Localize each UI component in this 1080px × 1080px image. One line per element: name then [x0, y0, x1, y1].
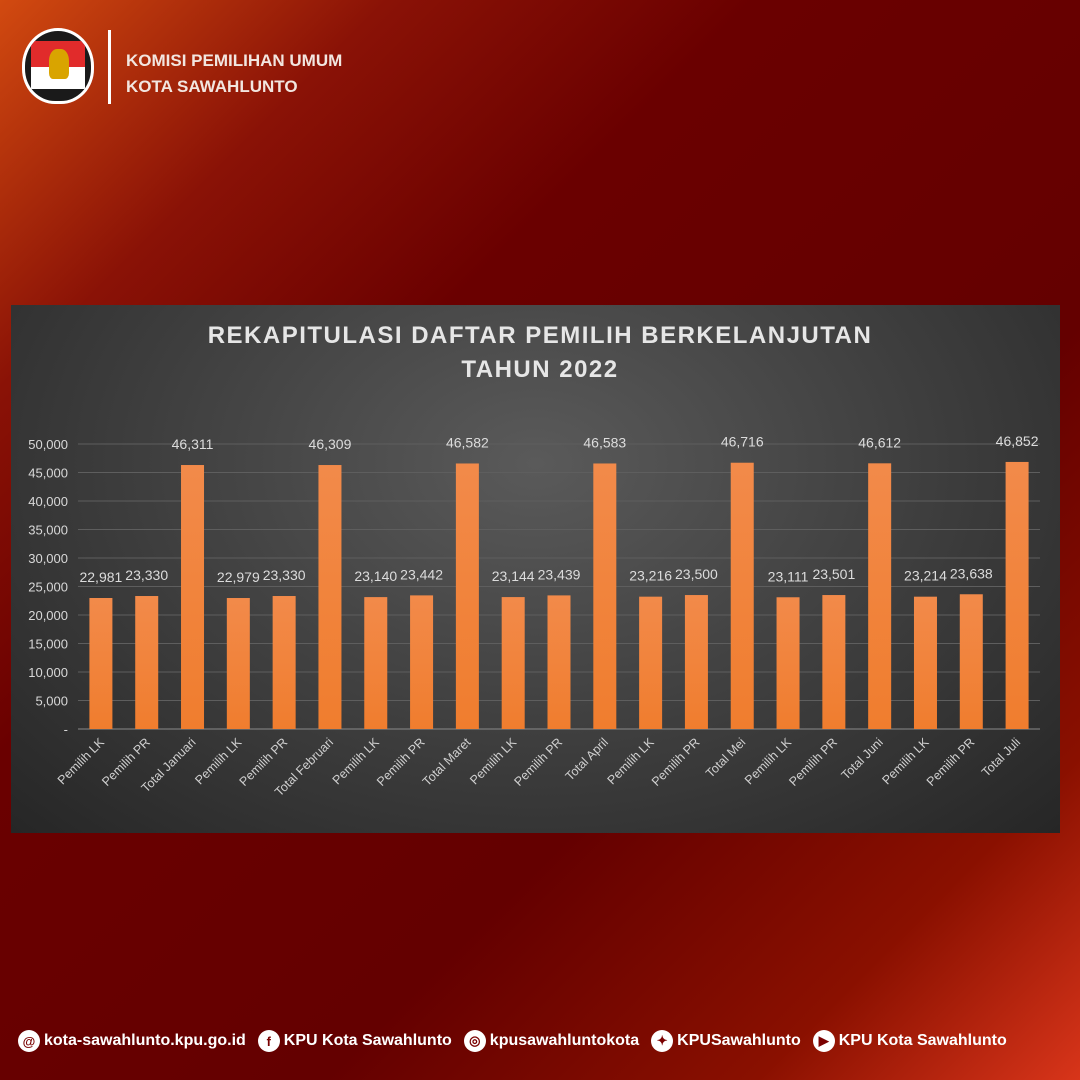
youtube-icon: ▶	[812, 1030, 835, 1052]
y-tick-label: 40,000	[28, 494, 68, 509]
y-tick-label: 30,000	[28, 551, 68, 566]
facebook-icon: f	[257, 1030, 280, 1052]
bar	[639, 596, 663, 729]
data-label: 23,111	[768, 568, 809, 584]
data-label: 23,214	[904, 568, 947, 584]
footer-instagram[interactable]: ◎ kpusawahluntokota	[463, 1030, 640, 1052]
data-label: 46,309	[309, 436, 352, 452]
data-label: 46,852	[996, 433, 1039, 449]
data-label: 23,330	[125, 567, 168, 583]
y-tick-label: 45,000	[28, 466, 68, 481]
kpu-logo	[22, 28, 94, 104]
data-label: 23,330	[263, 567, 306, 583]
y-tick-label: 15,000	[28, 637, 68, 652]
footer-facebook[interactable]: f KPU Kota Sawahlunto	[257, 1030, 452, 1052]
footer-label: KPU Kota Sawahlunto	[283, 1032, 452, 1049]
footer-twitter[interactable]: ✦ KPUSawahlunto	[651, 1030, 801, 1052]
data-label: 22,979	[217, 569, 260, 585]
bar-chart: - 5,000 10,000 15,000 20,000 25,000 30,000 35,0…	[28, 433, 1040, 799]
bar	[822, 595, 846, 729]
divider	[108, 30, 111, 104]
data-label: 46,311	[172, 436, 214, 452]
bar	[89, 598, 113, 729]
data-label: 46,583	[583, 434, 626, 450]
data-label: 46,582	[446, 434, 489, 450]
footer-youtube[interactable]: ▶ KPU Kota Sawahlunto	[812, 1030, 1007, 1052]
bar	[181, 465, 205, 729]
x-tick-label: Pemilih PR	[512, 735, 566, 789]
org-city: KOTA SAWAHLUNTO	[126, 77, 298, 96]
footer: @ kota-sawahlunto.kpu.go.id f KPU Kota Saw…	[18, 1030, 1007, 1052]
bar	[684, 595, 708, 729]
web-icon: @	[18, 1030, 40, 1052]
x-tick-label: Total Mei	[703, 735, 748, 780]
data-label: 23,501	[812, 566, 855, 582]
bar	[868, 463, 892, 729]
bar	[913, 596, 937, 729]
y-tick-label: 25,000	[28, 580, 68, 595]
bar	[455, 463, 479, 729]
x-tick-label: Total Juli	[979, 735, 1023, 779]
bar	[410, 595, 434, 729]
bar	[593, 463, 617, 729]
chart-title: REKAPITULASI DAFTAR PEMILIH BERKELANJUTA…	[207, 322, 873, 349]
footer-label: kpusawahluntokota	[489, 1032, 640, 1049]
data-label: 46,716	[721, 434, 764, 450]
data-label: 23,140	[354, 568, 397, 584]
x-tick-label: Total Maret	[420, 735, 474, 789]
data-label: 23,439	[538, 566, 581, 582]
footer-label: KPU Kota Sawahlunto	[838, 1032, 1007, 1049]
y-tick-label: -	[64, 722, 68, 737]
instagram-icon: ◎	[463, 1030, 486, 1052]
x-tick-label: Total April	[563, 735, 611, 783]
data-label: 23,144	[492, 568, 535, 584]
x-tick-label: Pemilih PR	[924, 735, 978, 789]
data-label: 23,500	[675, 566, 718, 582]
bar	[547, 595, 571, 729]
data-label: 46,612	[858, 434, 901, 450]
bar	[730, 462, 754, 729]
y-tick-label: 35,000	[28, 523, 68, 538]
bar	[364, 597, 388, 729]
chart-subtitle: TAHUN 2022	[461, 356, 619, 383]
bar	[135, 596, 159, 729]
footer-label: KPUSawahlunto	[677, 1032, 801, 1049]
bar	[776, 597, 800, 729]
bar	[226, 598, 250, 729]
org-name: KOMISI PEMILIHAN UMUM	[126, 51, 343, 70]
x-tick-label: Total Juni	[839, 735, 886, 782]
y-tick-label: 5,000	[35, 694, 68, 709]
bar	[318, 465, 342, 729]
twitter-icon: ✦	[651, 1030, 674, 1052]
bar	[959, 594, 983, 729]
data-label: 23,442	[400, 566, 443, 582]
data-label: 23,638	[950, 565, 993, 581]
footer-website[interactable]: @ kota-sawahlunto.kpu.go.id	[18, 1030, 246, 1052]
y-tick-label: 20,000	[28, 608, 68, 623]
y-tick-label: 10,000	[28, 665, 68, 680]
x-tick-label: Pemilih PR	[649, 735, 703, 789]
x-tick-label: Pemilih PR	[786, 735, 840, 789]
bar	[1005, 461, 1029, 729]
y-tick-label: 50,000	[28, 437, 68, 452]
data-label: 23,216	[629, 568, 672, 584]
footer-label: kota-sawahlunto.kpu.go.id	[44, 1032, 246, 1049]
bar	[501, 597, 525, 729]
bar	[272, 596, 296, 729]
data-label: 22,981	[79, 569, 122, 585]
garuda-icon	[49, 49, 69, 79]
x-tick-label: Pemilih PR	[374, 735, 428, 789]
